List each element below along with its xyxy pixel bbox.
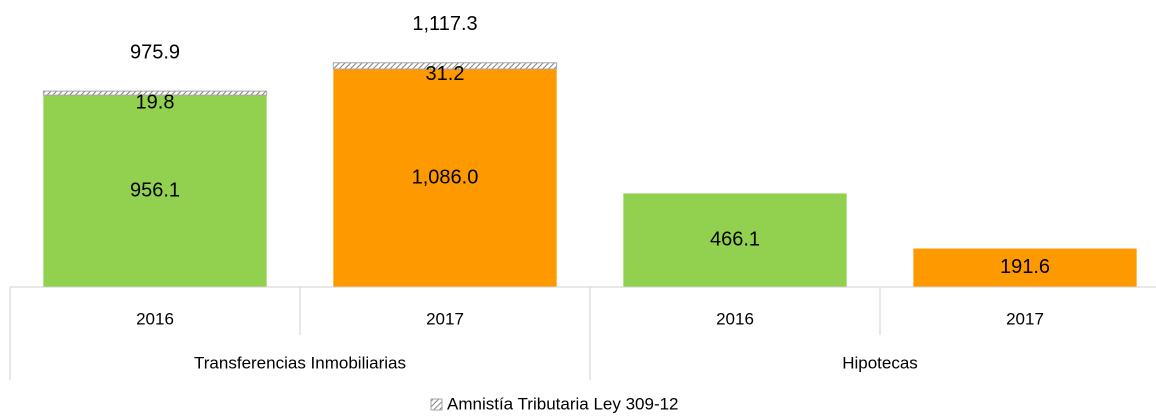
x-tick-label: 2016	[716, 309, 754, 328]
bar-segment	[623, 193, 847, 287]
data-label: 956.1	[130, 179, 180, 201]
bar-segment	[43, 95, 267, 287]
data-label: 191.6	[1000, 256, 1050, 278]
data-label: 31.2	[426, 63, 465, 85]
total-label: 975.9	[130, 41, 180, 63]
x-tick-label: 2016	[136, 309, 174, 328]
x-tick-label: 2017	[1006, 309, 1044, 328]
legend-swatch	[430, 398, 443, 411]
data-label: 466.1	[710, 229, 760, 251]
total-label: 1,117.3	[412, 13, 477, 35]
bar-segment	[42, 90, 268, 96]
bar-segment	[913, 248, 1137, 287]
group-label: Hipotecas	[842, 353, 918, 372]
group-label: Transferencias Inmobiliarias	[194, 353, 406, 372]
legend-label: Amnistía Tributaria Ley 309-12	[447, 394, 679, 413]
bar-segment	[332, 62, 558, 70]
x-tick-label: 2017	[426, 309, 464, 328]
bar-segment	[333, 69, 557, 287]
data-label: 1,086.0	[412, 166, 479, 188]
data-label: 19.8	[136, 91, 175, 113]
